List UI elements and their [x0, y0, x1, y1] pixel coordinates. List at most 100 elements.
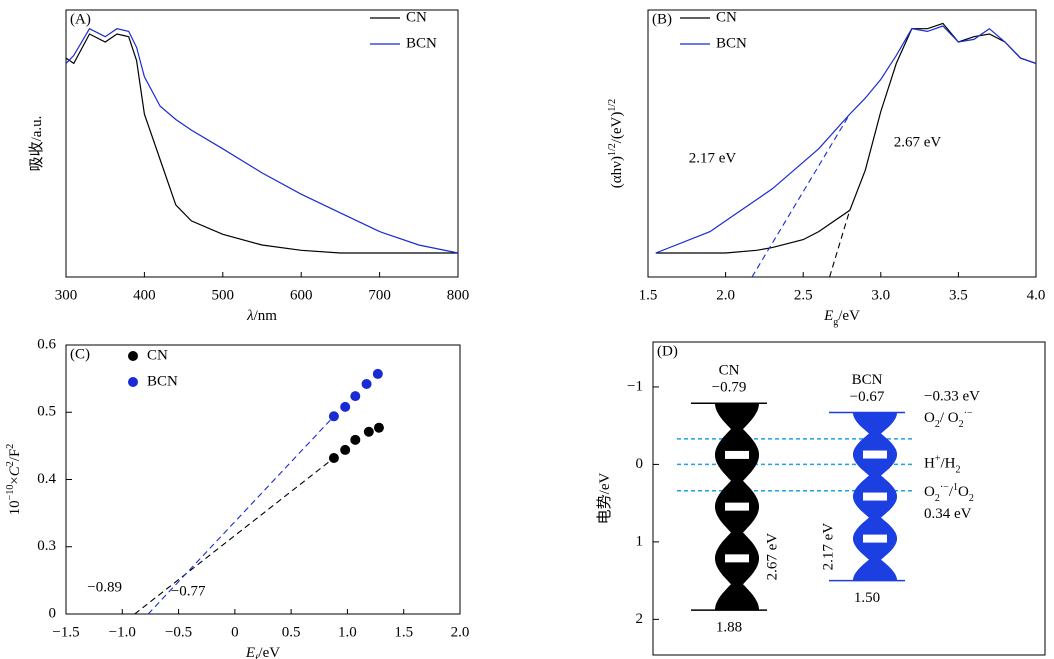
label-part: × — [7, 476, 23, 484]
y-axis-label: (αhν)1/2/(eV)1/2 — [607, 99, 626, 188]
series-line — [65, 33, 458, 254]
label-part: 2 — [955, 464, 960, 475]
plot-frame — [652, 341, 1046, 656]
label-part: /F — [7, 449, 23, 462]
x-tick-label: 800 — [447, 287, 470, 303]
y-tick-label: 1 — [636, 533, 644, 549]
panel-label: (D) — [657, 343, 678, 359]
helix-rung — [725, 450, 749, 459]
x-tick-label: −1.0 — [109, 624, 136, 640]
label-part: f — [255, 654, 259, 659]
reference-label: O2·−/1O2 — [924, 482, 974, 504]
y-axis-label: 电势/eV — [596, 473, 613, 525]
label-part: 电势/eV — [596, 473, 613, 525]
y-tick-label: 0.3 — [37, 538, 56, 554]
tangent-line — [751, 113, 851, 278]
y-tick-label: 0 — [49, 605, 57, 621]
fit-line — [147, 415, 335, 615]
legend-marker — [128, 377, 138, 387]
cb-label: −0.79 — [712, 380, 747, 396]
y-tick-label: 0.6 — [37, 336, 56, 352]
plot-frame — [65, 344, 461, 615]
panel-label: (C) — [70, 346, 90, 362]
tangent-label: 2.67 eV — [894, 135, 942, 151]
point — [350, 391, 361, 402]
x-tick-label: 4.0 — [1027, 287, 1046, 303]
point — [328, 411, 339, 422]
label-part: 2 — [935, 493, 940, 504]
x-axis-label: Eg/eV — [823, 308, 860, 327]
label-part: /nm — [254, 308, 278, 324]
panel-label: (A) — [70, 11, 91, 27]
label-part: /eV — [258, 645, 280, 659]
tangent-label: 2.17 eV — [689, 151, 737, 167]
label-part: λ — [246, 308, 254, 324]
y-tick-label: −1 — [627, 378, 643, 394]
helix-rung — [863, 450, 887, 459]
label-part: −10 — [5, 485, 16, 501]
label-part: ·− — [940, 482, 949, 493]
series-line — [655, 25, 1037, 254]
point — [350, 434, 361, 445]
helix-rung — [863, 492, 887, 501]
label-part: O — [958, 484, 969, 500]
x-tick-label: 400 — [133, 287, 156, 303]
x-tick-label: 2.0 — [716, 287, 735, 303]
label-part: 1 — [953, 482, 958, 493]
label-part: 吸收/a.u. — [28, 116, 45, 172]
label-part: (αhν) — [609, 156, 625, 188]
label-part: 2 — [959, 419, 964, 430]
point — [363, 426, 374, 437]
legend-marker — [128, 351, 138, 361]
reference-label: O2/ O2·− — [924, 408, 973, 430]
label-part: O — [924, 484, 935, 500]
x-tick-label: 2.0 — [451, 624, 470, 640]
x-tick-label: 3.5 — [949, 287, 968, 303]
point — [373, 422, 384, 433]
x-axis-label: Ef/eV — [245, 645, 280, 659]
legend-label: CN — [716, 9, 737, 25]
label-part: E — [823, 308, 833, 324]
label-part: / — [949, 484, 954, 500]
plot-frame — [65, 9, 459, 278]
gap-label: 2.67 eV — [764, 533, 780, 581]
label-part: /H — [940, 456, 955, 472]
y-axis-label: 吸收/a.u. — [28, 116, 45, 172]
legend-label: BCN — [406, 35, 437, 51]
helix-rung — [725, 502, 749, 511]
y-tick-label: 2 — [636, 611, 644, 627]
reference-value-label: 0.34 eV — [924, 506, 972, 522]
x-tick-label: 3.0 — [871, 287, 890, 303]
y-tick-label: 0 — [636, 456, 644, 472]
reference-value-label: −0.33 eV — [924, 388, 980, 404]
band-helix — [715, 403, 759, 611]
x-tick-label: 1.0 — [338, 624, 357, 640]
x-tick-label: −1.5 — [52, 624, 79, 640]
label-part: 2 — [5, 461, 16, 466]
point — [361, 379, 372, 390]
plot-frame — [647, 9, 1037, 278]
x-tick-label: 0 — [231, 624, 239, 640]
label-part: / O — [940, 410, 959, 426]
point — [372, 368, 383, 379]
x-tick-label: 2.5 — [794, 287, 813, 303]
x-tick-label: 1.5 — [394, 624, 413, 640]
x-axis-label: λ/nm — [246, 308, 277, 324]
label-part: E — [245, 645, 255, 659]
helix-rung — [863, 534, 887, 543]
legend-label: CN — [406, 9, 427, 25]
y-tick-label: 0.4 — [37, 471, 56, 487]
band-helix — [853, 412, 897, 581]
point — [340, 401, 351, 412]
series-line — [65, 27, 459, 254]
series-line — [655, 22, 1037, 254]
helix-rung — [725, 554, 749, 563]
x-tick-label: −0.5 — [165, 624, 192, 640]
gap-label: 2.17 eV — [820, 523, 836, 571]
x-tick-label: 600 — [290, 287, 313, 303]
x-tick-label: 700 — [368, 287, 391, 303]
point — [328, 452, 339, 463]
tangent-line — [829, 210, 851, 278]
fit-line — [134, 457, 335, 615]
